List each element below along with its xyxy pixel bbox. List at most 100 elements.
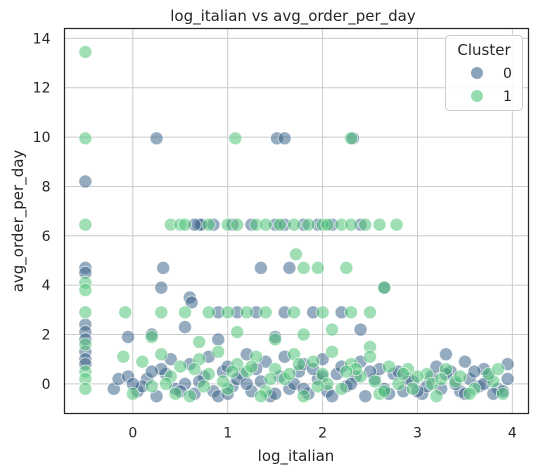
x-tick-label: 2: [318, 426, 327, 442]
scatter-point-cluster-1: [201, 217, 216, 232]
scatter-point-cluster-1: [462, 386, 477, 401]
points-layer: [78, 45, 515, 404]
y-tick-label: 0: [42, 377, 51, 393]
scatter-point-cluster-1: [389, 217, 404, 232]
scatter-point-cluster-1: [396, 367, 411, 381]
scatter-point-cluster-1: [310, 260, 325, 275]
x-tick-label: 0: [128, 426, 137, 442]
scatter-point-cluster-1: [230, 325, 245, 339]
scatter-point-cluster-1: [410, 369, 425, 384]
y-tick-label: 8: [42, 179, 51, 195]
scatter-point-cluster-0: [144, 364, 159, 379]
scatter-point-cluster-1: [258, 217, 273, 232]
scatter-point-cluster-1: [310, 379, 325, 394]
scatter-point-cluster-1: [78, 305, 93, 320]
scatter-point-cluster-1: [434, 372, 449, 386]
scatter-point-cluster-1: [197, 379, 211, 394]
scatter-point-cluster-1: [495, 386, 510, 401]
scatter-point-cluster-1: [182, 389, 197, 404]
scatter-point-cluster-1: [491, 362, 506, 376]
scatter-point-cluster-1: [187, 362, 202, 376]
scatter-point-cluster-1: [228, 131, 243, 146]
scatter-point-cluster-1: [178, 217, 192, 232]
y-tick-label: 4: [42, 278, 51, 294]
scatter-point-cluster-1: [201, 305, 216, 320]
scatter-point-cluster-1: [453, 369, 468, 384]
x-axis-label: log_italian: [258, 447, 335, 466]
scatter-point-cluster-1: [367, 374, 382, 389]
scatter-point-cluster-1: [168, 386, 183, 401]
scatter-point-cluster-1: [296, 389, 311, 404]
scatter-point-cluster-0: [254, 260, 268, 275]
scatter-point-cluster-1: [320, 217, 335, 232]
scatter-point-cluster-1: [78, 217, 93, 232]
scatter-point-cluster-1: [377, 280, 392, 295]
scatter-point-cluster-1: [244, 359, 259, 374]
scatter-point-cluster-1: [344, 131, 358, 146]
y-tick-label: 2: [42, 328, 51, 344]
scatter-point-cluster-1: [363, 305, 377, 320]
scatter-point-cluster-1: [301, 217, 316, 232]
scatter-point-cluster-1: [258, 305, 273, 320]
scatter-point-cluster-1: [296, 327, 311, 342]
scatter-point-cluster-0: [282, 260, 297, 275]
scatter-point-cluster-1: [178, 305, 192, 320]
scatter-point-cluster-1: [78, 131, 93, 146]
scatter-point-cluster-1: [192, 335, 207, 349]
legend: Cluster 0 1: [445, 35, 523, 111]
chart-title: log_italian vs avg_order_per_day: [170, 7, 416, 26]
scatter-point-cluster-0: [211, 332, 226, 347]
scatter-point-cluster-1: [287, 305, 302, 320]
scatter-point-cluster-1: [339, 364, 354, 379]
scatter-point-cluster-1: [382, 359, 396, 374]
legend-label-1: 1: [503, 89, 512, 105]
scatter-point-cluster-0: [239, 376, 254, 391]
scatter-point-cluster-0: [467, 364, 482, 379]
scatter-point-cluster-1: [325, 322, 339, 337]
scatter-point-cluster-0: [149, 131, 164, 146]
legend-label-0: 0: [503, 66, 512, 82]
y-tick-label: 12: [33, 81, 51, 97]
plot-area: [78, 45, 515, 404]
scatter-point-cluster-1: [220, 305, 235, 320]
scatter-point-cluster-1: [154, 347, 169, 362]
scatter-point-cluster-0: [353, 322, 368, 337]
scatter-point-cluster-1: [339, 260, 354, 275]
scatter-point-cluster-1: [272, 217, 287, 232]
scatter-point-cluster-1: [306, 354, 321, 369]
scatter-point-cluster-1: [230, 217, 245, 232]
scatter-point-cluster-1: [144, 330, 159, 344]
scatter-point-cluster-1: [239, 305, 254, 320]
scatter-point-cluster-0: [156, 260, 171, 275]
scatter-point-cluster-1: [289, 247, 303, 262]
scatter-point-cluster-1: [268, 332, 283, 347]
x-tick-label: 4: [508, 426, 517, 442]
scatter-point-cluster-1: [325, 344, 339, 359]
scatter-point-cluster-1: [78, 45, 93, 59]
scatter-point-cluster-1: [125, 386, 140, 401]
y-tick-label: 14: [33, 31, 51, 47]
scatter-point-cluster-1: [344, 217, 358, 232]
scatter-point-cluster-0: [78, 174, 93, 189]
scatter-point-cluster-1: [211, 344, 226, 359]
scatter-point-cluster-0: [184, 295, 199, 310]
series-1: [78, 45, 510, 404]
scatter-point-cluster-1: [282, 367, 297, 381]
legend-title: Cluster: [457, 41, 511, 59]
legend-swatch-1: [470, 89, 484, 103]
scatter-point-cluster-1: [201, 367, 216, 381]
x-tick-labels: 0 1 2 3 4: [128, 426, 517, 442]
scatter-point-cluster-1: [377, 384, 392, 399]
y-tick-labels: 0 2 4 6 8 10 12 14: [33, 31, 51, 393]
scatter-point-cluster-1: [78, 381, 93, 396]
scatter-point-cluster-0: [439, 347, 453, 362]
scatter-point-cluster-1: [116, 349, 131, 364]
scatter-point-cluster-1: [216, 374, 230, 389]
scatter-point-cluster-1: [173, 359, 188, 374]
y-axis-label: avg_order_per_day: [9, 150, 28, 293]
scatter-point-cluster-1: [363, 349, 377, 364]
scatter-point-cluster-0: [154, 280, 169, 295]
plot-frame: [63, 27, 530, 415]
scatter-point-cluster-1: [291, 357, 306, 372]
scatter-point-cluster-1: [225, 364, 240, 379]
